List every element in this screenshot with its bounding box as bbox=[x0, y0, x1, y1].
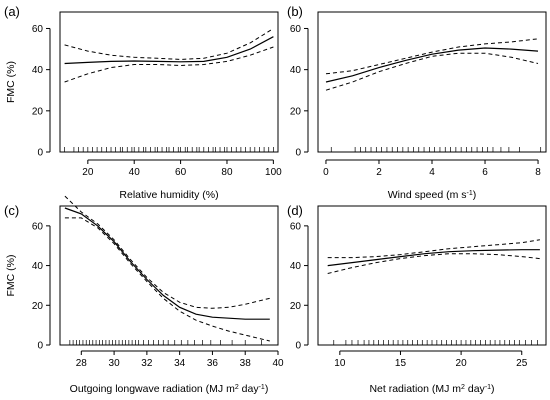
x-tick-label: 38 bbox=[240, 358, 252, 369]
y-tick-label: 0 bbox=[37, 341, 43, 352]
panel-a: (a) 20 40 60 80 100 0 20 40 60 FMC (%) Relative hum… bbox=[4, 4, 282, 201]
y-axis-title: FMC (%) bbox=[5, 61, 17, 103]
plot-frame bbox=[317, 11, 547, 153]
y-tick-label: 20 bbox=[32, 301, 44, 312]
ci-upper-line bbox=[64, 28, 274, 60]
y-tick-label: 40 bbox=[32, 261, 44, 272]
y-tick-label: 40 bbox=[290, 261, 302, 272]
x-tick-label: 20 bbox=[456, 358, 468, 369]
x-axis-title: Net radiation (MJ m2 day-1) bbox=[369, 383, 494, 395]
x-tick-label: 15 bbox=[395, 358, 407, 369]
y-axis-title: FMC (%) bbox=[5, 255, 17, 297]
x-tick-label: 40 bbox=[129, 167, 141, 178]
x-axis-title: Relative humidity (%) bbox=[119, 189, 218, 201]
y-tick-label: 0 bbox=[295, 148, 301, 159]
x-tick-label: 20 bbox=[82, 167, 94, 178]
x-tick-label: 8 bbox=[535, 167, 541, 178]
y-tick-label: 20 bbox=[32, 106, 44, 117]
ci-upper-line bbox=[327, 239, 540, 259]
plot-frame bbox=[317, 205, 547, 346]
plot-frame bbox=[59, 11, 279, 153]
fit-line bbox=[327, 249, 540, 267]
y-tick-label: 0 bbox=[295, 341, 301, 352]
panel-label: (b) bbox=[287, 4, 303, 19]
fit-line bbox=[64, 207, 270, 320]
x-tick-label: 100 bbox=[265, 167, 282, 178]
ci-lower-line bbox=[327, 253, 540, 274]
ci-lower-line bbox=[325, 52, 539, 91]
panel-label: (a) bbox=[4, 4, 20, 19]
x-tick-label: 30 bbox=[109, 358, 121, 369]
x-tick-label: 34 bbox=[174, 358, 186, 369]
y-tick-label: 60 bbox=[32, 24, 44, 35]
x-tick-label: 2 bbox=[376, 167, 382, 178]
x-tick-label: 25 bbox=[516, 358, 528, 369]
y-tick-label: 60 bbox=[32, 221, 44, 232]
x-tick-label: 0 bbox=[323, 167, 329, 178]
plot-frame bbox=[59, 205, 279, 346]
panel-label: (d) bbox=[287, 203, 303, 218]
x-tick-label: 40 bbox=[272, 358, 284, 369]
x-tick-label: 6 bbox=[482, 167, 488, 178]
y-tick-label: 20 bbox=[290, 106, 302, 117]
x-tick-label: 36 bbox=[207, 358, 219, 369]
panel-label: (c) bbox=[4, 203, 19, 218]
x-axis-title: Outgoing longwave radiation (MJ m2 day-1… bbox=[70, 383, 269, 395]
y-tick-label: 40 bbox=[32, 65, 44, 76]
x-tick-label: 32 bbox=[141, 358, 153, 369]
y-tick-label: 40 bbox=[290, 65, 302, 76]
y-tick-label: 60 bbox=[290, 24, 302, 35]
x-tick-label: 28 bbox=[76, 358, 88, 369]
x-tick-label: 60 bbox=[175, 167, 187, 178]
x-tick-label: 4 bbox=[429, 167, 435, 178]
fit-line bbox=[64, 36, 274, 65]
ci-upper-line bbox=[64, 195, 270, 309]
fit-line bbox=[325, 47, 539, 83]
panel-d: (d) 10 15 20 25 0 20 40 60 Net radiation (MJ m2 d… bbox=[287, 203, 547, 395]
panel-c: (c) 28 30 32 34 36 38 40 0 20 40 60 FMC (%) Outgoing … bbox=[4, 195, 284, 395]
ci-lower-line bbox=[64, 46, 274, 83]
y-tick-label: 0 bbox=[37, 148, 43, 159]
x-axis-title: Wind speed (m s-1) bbox=[388, 189, 477, 201]
y-tick-label: 60 bbox=[290, 221, 302, 232]
x-tick-label: 10 bbox=[334, 358, 346, 369]
y-tick-label: 20 bbox=[290, 301, 302, 312]
ci-upper-line bbox=[325, 38, 539, 75]
panel-b: (b) 0 2 4 6 8 0 20 40 60 Wind speed (m s-1) bbox=[287, 4, 547, 201]
x-tick-label: 80 bbox=[221, 167, 233, 178]
ci-lower-line bbox=[64, 217, 270, 342]
